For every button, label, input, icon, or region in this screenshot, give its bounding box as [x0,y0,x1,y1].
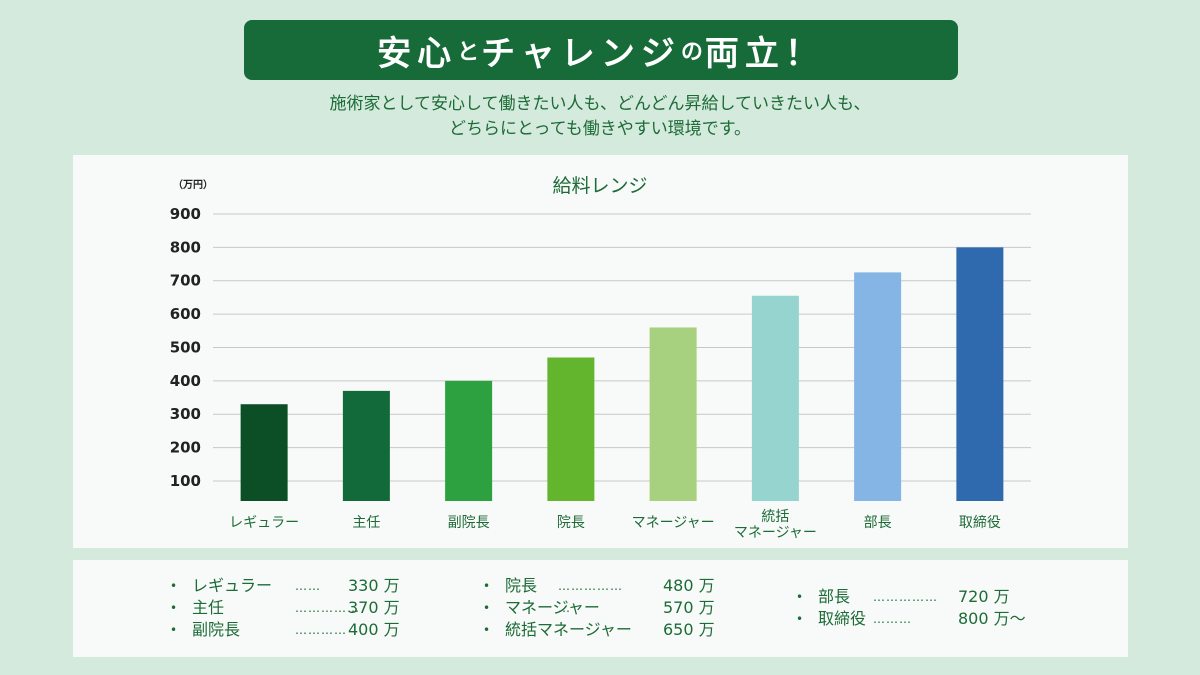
x-tick-label: 統括マネージャー [734,509,817,541]
title-banner: 安心 と チャレンジ の 両立！ [244,20,958,80]
bar-2 [342,390,390,501]
legend-item: • 取締役 ……… 800 万～ [796,608,1116,630]
legend-panel: • レギュラー…… 330 万 • 主任…………… 370 万 • 副院長………… 400 万 •… [73,560,1128,657]
legend-item: • 統括マネージャー 650 万 [483,619,803,641]
x-tick-label: レギュラー [229,515,299,531]
intro-line-1: 施術家として安心して働きたい人も、どんどん昇給していきたい人も、 [329,94,871,114]
legend-leader-dots: ……… [873,612,912,626]
bar-8 [956,247,1004,501]
bullet-icon: • [796,590,804,604]
legend-leader-dots: …………… [873,590,938,604]
legend-leader-dots: … [558,601,571,615]
title-part-4: の [680,40,705,65]
y-axis-unit-label: （万円） [173,178,213,191]
legend-label: 統括マネージャー [505,620,632,639]
bullet-icon: • [796,612,804,626]
legend-value: 480 万 [663,576,715,595]
y-tick-label: 200 [170,439,201,457]
x-tick-label: 院長 [557,515,585,531]
title-part-1: 安心 [377,33,458,74]
legend-item: • マネージャー… 570 万 [483,597,803,619]
bar-4 [547,357,595,501]
legend-label: 副院長 [192,620,241,639]
salary-bar-chart: 給料レンジ （万円） 100 200 300 400 500 600 700 800 900 レギュラ… [170,175,1031,541]
y-tick-label: 800 [170,238,201,256]
y-tick-label: 400 [170,372,201,390]
chart-panel: 給料レンジ （万円） 100 200 300 400 500 600 700 800 900 レギュラ… [73,155,1128,548]
bullet-icon: • [170,579,178,593]
legend-leader-dots: ………… [295,623,347,637]
legend-column-2: • 院長 …………… 480 万 • マネージャー… 570 万 • 統括マネージャー 650 万 [483,575,803,641]
legend-label: レギュラー [192,576,273,595]
intro-text: 施術家として安心して働きたい人も、どんどん昇給していきたい人も、 どちらにとって… [0,92,1200,142]
legend-leader-dots: …………… [295,601,360,615]
bar-1 [240,404,288,501]
title-part-5: 両立！ [704,33,825,74]
chart-title: 給料レンジ [552,175,647,197]
y-tick-label: 600 [170,305,201,323]
bullet-icon: • [170,623,178,637]
legend-label: 部長 [818,587,851,606]
bullet-icon: • [483,623,491,637]
legend-leader-dots: …… [295,579,321,593]
x-tick-label: マネージャー [632,515,715,531]
legend-leader-dots: …………… [558,579,623,593]
legend-column-3: • 部長 …………… 720 万 • 取締役 ……… 800 万～ [796,586,1116,630]
bullet-icon: • [483,601,491,615]
x-tick-label: 副院長 [448,515,490,531]
y-tick-label: 700 [170,272,201,290]
title-part-3: チャレンジ [481,33,681,74]
bar-6 [751,295,799,501]
legend-label: 取締役 [818,609,867,628]
y-tick-label: 500 [170,338,201,356]
bar-7 [854,272,902,501]
legend-value: 400 万 [348,620,400,639]
bar-3 [445,380,493,501]
legend-value: 800 万～ [958,609,1026,628]
x-tick-label: 取締役 [959,514,1001,531]
y-tick-label: 100 [170,472,201,490]
title-part-2: と [457,40,482,65]
legend-label: 院長 [505,576,538,595]
legend-label: マネージャー [505,598,600,617]
bullet-icon: • [170,601,178,615]
legend-value: 330 万 [348,576,400,595]
legend-item: • 副院長 ………… 400 万 [170,619,490,641]
y-tick-label: 300 [170,405,201,423]
legend-item: • レギュラー …… 330 万 [170,575,490,597]
bullet-icon: • [483,579,491,593]
x-tick-label: 部長 [864,515,892,531]
legend-column-1: • レギュラー …… 330 万 • 主任 …………… 370 万 • 副院長 ………… 400 万 [170,575,490,641]
legend-value: 720 万 [958,587,1010,606]
y-tick-label: 900 [170,205,201,223]
legend-value: 370 万 [348,598,400,617]
legend-item: • 主任 …………… 370 万 [170,597,490,619]
legend-item: • 部長 …………… 720 万 [796,586,1116,608]
legend-label: 主任 [192,598,225,617]
bar-5 [649,327,697,501]
legend-item: • 院長 …………… 480 万 [483,575,803,597]
x-tick-label: 主任 [352,515,380,531]
intro-line-2: どちらにとっても働きやすい環境です。 [448,119,752,139]
legend-value: 570 万 [663,598,715,617]
legend-value: 650 万 [663,620,715,639]
